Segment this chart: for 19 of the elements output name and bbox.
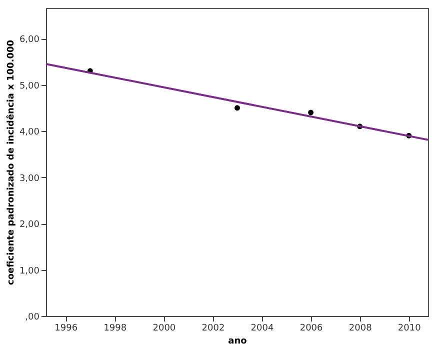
x-tick-label: 1998	[104, 324, 127, 334]
x-axis-title: ano	[228, 336, 247, 346]
x-tick-label: 2004	[250, 324, 274, 334]
y-axis-title: coeficiente padronizado de incidência x 100.000	[5, 40, 16, 286]
x-tick-label: 2006	[300, 324, 324, 334]
x-tick-label: 2002	[202, 324, 225, 334]
y-tick-label: ,00	[25, 312, 40, 322]
x-tick-label: 2010	[398, 324, 422, 334]
y-tick-label: 5,00	[19, 81, 40, 92]
x-tick-label: 2008	[348, 324, 372, 334]
y-tick-label: 1,00	[19, 266, 40, 276]
y-tick-label: 3,00	[19, 174, 40, 184]
y-tick-label: 4,00	[19, 128, 40, 138]
y-tick-label: 6,00	[19, 35, 40, 46]
point	[308, 110, 314, 116]
point	[234, 105, 240, 111]
y-tick-label: 2,00	[19, 220, 40, 230]
x-tick-label: 2000	[152, 324, 176, 334]
x-tick-label: 1996	[54, 324, 78, 334]
